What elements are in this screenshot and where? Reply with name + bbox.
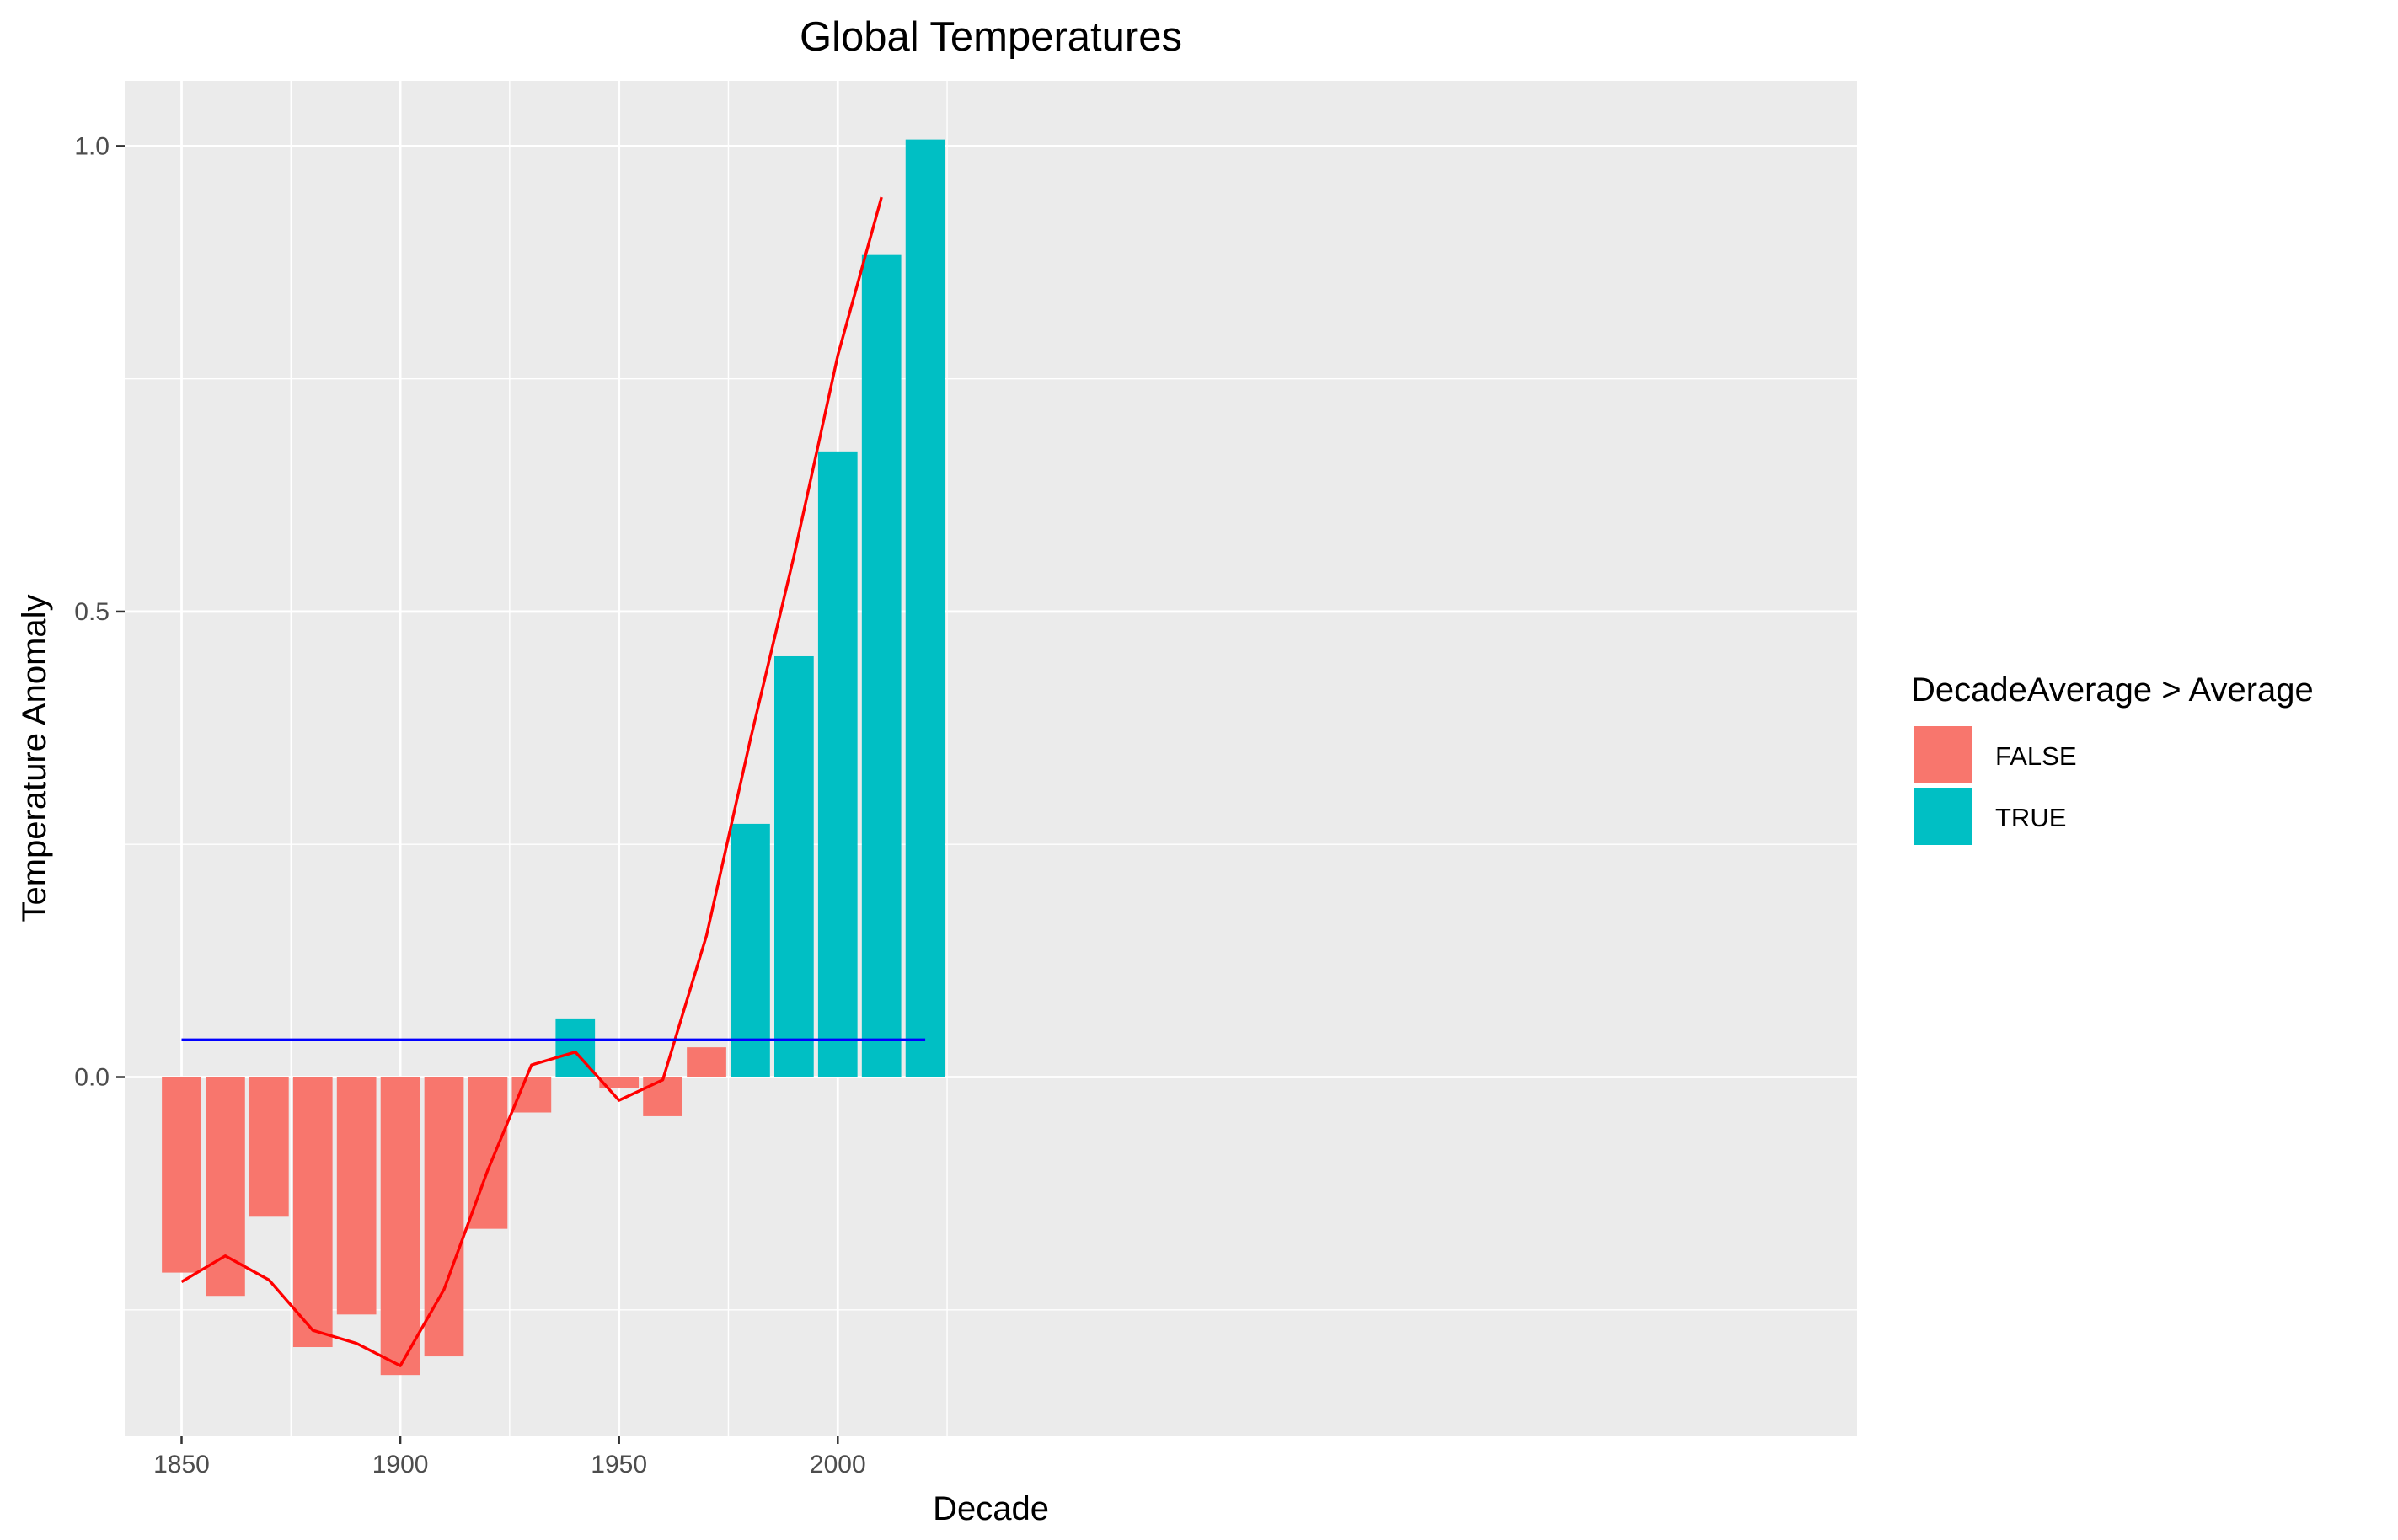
chart-title: Global Temperatures (800, 14, 1182, 60)
bar (643, 1077, 682, 1116)
bar (380, 1077, 420, 1376)
y-tick-label: 1.0 (74, 132, 110, 160)
x-tick-label: 2000 (810, 1451, 866, 1479)
legend-swatch-false (1914, 726, 1972, 783)
bar (687, 1047, 726, 1077)
y-tick-label: 0.5 (74, 598, 110, 626)
legend: DecadeAverage > Average FALSE TRUE (1911, 671, 2314, 845)
bar (206, 1077, 245, 1297)
lines (180, 196, 926, 1367)
series-line (180, 196, 883, 1367)
bar (162, 1077, 201, 1273)
grid-minor (125, 81, 1857, 1436)
legend-label-true: TRUE (1995, 803, 2066, 832)
bar (731, 823, 770, 1077)
bar (905, 139, 945, 1077)
bar (336, 1077, 377, 1315)
x-tick-label: 1900 (372, 1451, 429, 1479)
y-axis-title: Temperature Anomaly (16, 594, 53, 922)
x-axis-title: Decade (933, 1490, 1049, 1527)
legend-title: DecadeAverage > Average (1911, 671, 2314, 709)
x-axis-ticks: 1850 1900 1950 2000 (153, 1436, 866, 1479)
bar (599, 1077, 640, 1088)
x-tick-label: 1850 (153, 1451, 210, 1479)
bar (817, 451, 858, 1077)
bar (292, 1077, 333, 1348)
bar (861, 254, 902, 1077)
y-tick-label: 0.0 (74, 1064, 110, 1092)
x-tick-label: 1950 (591, 1451, 647, 1479)
bar (249, 1077, 289, 1217)
legend-swatch-true (1914, 788, 1972, 845)
legend-label-false: FALSE (1995, 741, 2077, 771)
y-axis-ticks: 0.0 0.5 1.0 (74, 132, 125, 1092)
bar (774, 655, 814, 1077)
